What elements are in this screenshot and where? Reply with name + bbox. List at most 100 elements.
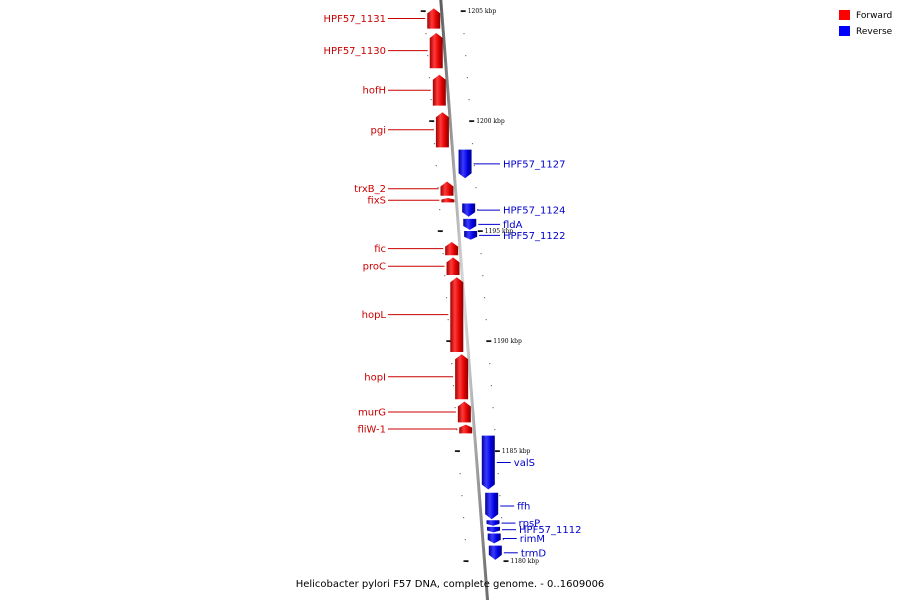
minor-tick — [437, 187, 439, 189]
minor-tick — [468, 99, 470, 101]
minor-tick — [497, 473, 499, 475]
minor-tick — [427, 55, 429, 57]
minor-tick — [506, 583, 508, 585]
gene-label: fixS — [367, 196, 386, 207]
minor-tick — [468, 583, 470, 585]
gene-label: HPF57_1130 — [324, 46, 386, 57]
minor-tick — [483, 297, 486, 299]
minor-tick — [461, 495, 463, 497]
scale-tick-right — [460, 10, 466, 12]
scale-ticks: 1180 kbp 1185 kbp 1190 kbp 1195 kbp 1200 kbp… — [420, 8, 540, 565]
minor-tick — [490, 385, 492, 387]
gene-fic — [445, 242, 459, 256]
minor-tick — [442, 253, 444, 255]
minor-tick — [480, 253, 482, 255]
legend-reverse-swatch — [839, 26, 850, 36]
scale-tick-label: 1200 kbp — [476, 118, 505, 125]
minor-tick — [439, 209, 441, 211]
gene-pgi — [435, 112, 449, 148]
gene-trmd — [488, 545, 502, 560]
gene-hopl — [450, 277, 464, 352]
legend: Forward Reverse — [839, 10, 893, 37]
minor-tick — [489, 363, 491, 365]
gene-label: fic — [374, 244, 386, 255]
label-connectors — [388, 18, 518, 554]
minor-tick — [473, 165, 475, 167]
gene-label: rpsP — [519, 519, 541, 530]
minor-tick — [471, 143, 474, 145]
scale-tick-label: 1205 kbp — [468, 8, 497, 15]
legend-forward-label: Forward — [856, 11, 892, 21]
gene-proc — [446, 257, 460, 275]
gene-fixs — [441, 198, 455, 203]
gene-murg — [457, 401, 471, 423]
gene-label: trxB_2 — [354, 184, 386, 195]
legend-forward-swatch — [839, 10, 850, 20]
scale-tick-label: 1195 kbp — [485, 228, 514, 235]
minor-tick — [435, 165, 437, 167]
minor-tick — [494, 429, 496, 431]
scale-tick-left — [446, 340, 452, 342]
scale-tick-label: 1185 kbp — [502, 448, 531, 455]
scale-tick-left — [454, 450, 460, 452]
gene-label: hopI — [364, 372, 386, 383]
gene-label: hopL — [362, 310, 387, 321]
gene-label: HPF57_1122 — [503, 231, 565, 242]
minor-tick — [465, 55, 467, 57]
gene-hpf57-1112 — [487, 526, 501, 533]
gene-hpf57-1122 — [464, 231, 478, 240]
gene-label: murG — [358, 408, 386, 419]
gene-labels: HPF57_1131 HPF57_1130 hofH pgi HPF57_1127trx… — [324, 14, 582, 559]
gene-hofh — [432, 74, 446, 106]
gene-rimm — [487, 533, 501, 544]
gene-label: fliW-1 — [357, 425, 386, 436]
gene-hopi — [455, 354, 469, 400]
minor-tick — [492, 407, 494, 409]
gene-label: hofH — [363, 86, 387, 97]
scale-tick-left — [429, 120, 435, 122]
minor-tick — [485, 319, 487, 321]
scale-tick-right — [486, 340, 492, 342]
gene-label: ffh — [517, 502, 530, 513]
minor-tick — [502, 539, 504, 541]
gene-vals — [481, 435, 495, 490]
gene-label: pgi — [371, 125, 386, 136]
minor-tick — [447, 319, 449, 321]
minor-tick — [456, 429, 458, 431]
gene-ffh — [485, 492, 499, 520]
gene-label: HPF57_1124 — [503, 206, 565, 217]
minor-tick — [444, 275, 446, 277]
gene-rpsp — [486, 520, 500, 526]
minor-tick — [445, 297, 448, 299]
scale-tick-label: 1180 kbp — [511, 558, 540, 565]
gene-fliw-1 — [459, 424, 473, 434]
gene-hpf57-1127 — [458, 149, 472, 179]
gene-flda — [463, 218, 477, 230]
gene-label: rimM — [520, 534, 545, 545]
genome-axis — [439, 0, 489, 600]
minor-tick — [433, 143, 436, 145]
minor-tick — [454, 407, 456, 409]
minor-tick — [430, 99, 432, 101]
gene-label: proC — [363, 262, 386, 273]
gene-hpf57-1131 — [427, 8, 441, 29]
minor-tick — [475, 187, 477, 189]
gene-hpf57-1124 — [462, 203, 476, 217]
minor-tick — [451, 363, 453, 365]
scale-tick-right — [503, 560, 509, 562]
minor-tick — [463, 517, 465, 519]
gene-hpf57-1130 — [429, 33, 443, 69]
minor-tick — [452, 385, 454, 387]
scale-tick-right — [494, 450, 500, 452]
gene-trxb-2 — [440, 181, 454, 196]
minor-tick — [459, 473, 461, 475]
minor-tick — [428, 77, 430, 79]
gene-label: valS — [514, 458, 535, 469]
scale-tick-left — [420, 10, 426, 12]
scale-tick-label: 1190 kbp — [493, 338, 522, 345]
minor-tick — [464, 539, 466, 541]
scale-tick-right — [469, 120, 475, 122]
gene-label: HPF57_1127 — [503, 159, 565, 170]
scale-tick-right — [477, 230, 483, 232]
